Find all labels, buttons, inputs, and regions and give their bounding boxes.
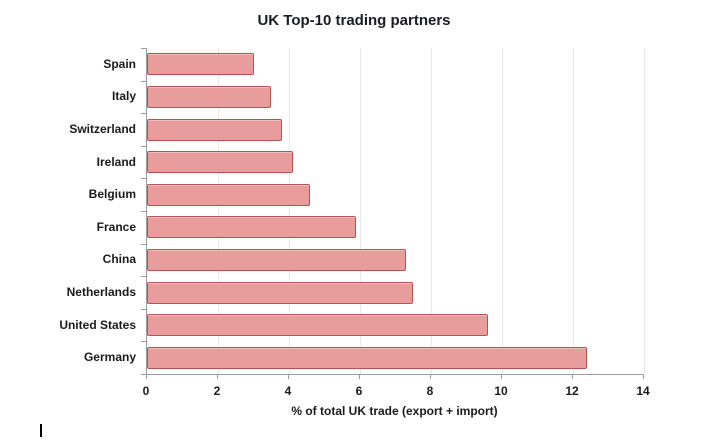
chart-title: UK Top-10 trading partners — [257, 12, 451, 29]
bar-ireland — [147, 151, 293, 174]
x-tick-6 — [359, 375, 360, 379]
gridline-10 — [502, 48, 503, 374]
x-tick-2 — [217, 375, 218, 379]
bar-italy — [147, 85, 272, 108]
x-tick-4 — [288, 375, 289, 379]
x-tick-label-14: 14 — [636, 384, 650, 398]
category-label-germany: Germany — [83, 350, 136, 365]
x-tick-label-6: 6 — [355, 384, 363, 398]
y-tick — [141, 48, 146, 49]
category-label-china: China — [102, 252, 136, 267]
category-label-ireland: Ireland — [96, 154, 136, 169]
y-tick — [141, 308, 146, 310]
bar-spain — [147, 53, 254, 76]
x-tick-label-12: 12 — [565, 384, 579, 398]
y-tick — [141, 178, 146, 180]
x-tick-8 — [430, 375, 431, 379]
x-tick-label-8: 8 — [426, 384, 434, 398]
y-tick — [141, 374, 146, 375]
bar-united-states — [147, 314, 488, 337]
plot-area — [146, 48, 645, 375]
bar-switzerland — [147, 118, 282, 141]
y-tick — [141, 113, 146, 115]
x-tick-label-0: 0 — [142, 384, 150, 398]
y-tick — [141, 211, 146, 212]
bar-france — [147, 216, 357, 239]
category-label-france: France — [96, 219, 136, 234]
gridline-4 — [289, 48, 290, 374]
gridline-12 — [573, 48, 574, 374]
y-tick — [141, 145, 146, 147]
x-tick-label-10: 10 — [494, 384, 508, 398]
bar-belgium — [147, 183, 311, 206]
bar-china — [147, 248, 407, 271]
x-tick-12 — [572, 375, 573, 379]
text-cursor-artifact — [40, 424, 42, 437]
x-tick-14 — [643, 375, 644, 379]
y-tick — [141, 341, 146, 343]
category-label-united-states: United States — [59, 317, 136, 332]
x-tick-label-4: 4 — [284, 384, 292, 398]
gridline-14 — [644, 48, 645, 374]
gridline-6 — [360, 48, 361, 374]
x-tick-label-2: 2 — [213, 384, 221, 398]
gridline-8 — [431, 48, 432, 374]
category-label-netherlands: Netherlands — [66, 285, 136, 299]
category-label-italy: Italy — [111, 89, 136, 104]
x-axis-title: % of total UK trade (export + import) — [291, 404, 498, 418]
category-label-belgium: Belgium — [88, 187, 136, 202]
category-label-switzerland: Switzerland — [69, 122, 136, 136]
y-tick — [141, 276, 146, 278]
x-tick-0 — [146, 375, 147, 379]
y-tick — [141, 80, 146, 82]
bar-germany — [147, 346, 588, 369]
gridline-2 — [218, 48, 219, 374]
y-tick — [141, 243, 146, 245]
x-tick-10 — [501, 375, 502, 379]
category-label-spain: Spain — [103, 56, 136, 71]
bar-netherlands — [147, 281, 414, 304]
